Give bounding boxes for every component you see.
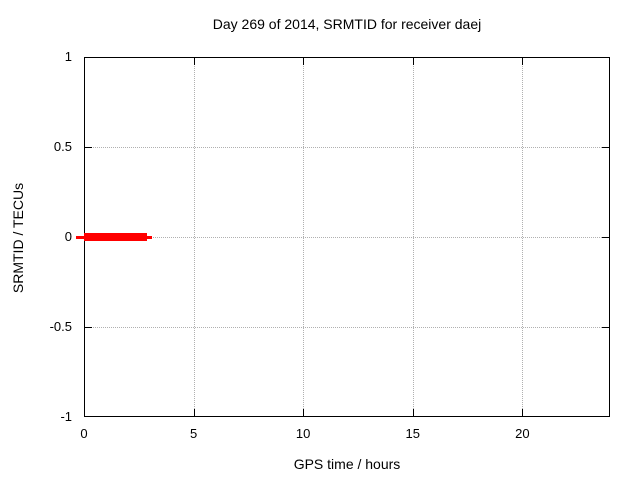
x-tick-label: 15 <box>405 426 420 441</box>
x-tick-bottom <box>412 409 414 416</box>
y-tick-label: 0 <box>64 229 72 244</box>
x-tick-label: 0 <box>80 426 88 441</box>
x-tick-bottom <box>193 409 195 416</box>
y-tick-left <box>85 327 92 328</box>
x-tick-label: 10 <box>295 426 311 441</box>
x-tick-top <box>522 58 524 65</box>
x-axis-label: GPS time / hours <box>293 456 401 472</box>
data-line-srmtid <box>84 233 147 241</box>
x-tick-bottom <box>303 409 305 416</box>
x-tick-label: 20 <box>515 426 530 441</box>
x-tick-bottom <box>522 409 524 416</box>
grid-line-horizontal <box>84 327 610 328</box>
x-tick-top <box>303 58 305 65</box>
x-tick-label: 5 <box>189 426 198 441</box>
y-tick-right <box>602 147 609 148</box>
x-tick-top <box>193 58 195 65</box>
y-tick-right <box>602 327 609 328</box>
x-tick-top <box>412 58 414 65</box>
plot-area <box>84 57 610 417</box>
y-tick-label: -1 <box>60 409 72 424</box>
grid-line-horizontal <box>84 147 610 148</box>
y-tick-right <box>602 237 609 238</box>
grid-line-horizontal <box>84 237 610 238</box>
y-tick-label: 0.5 <box>53 139 72 154</box>
y-tick-label: 1 <box>64 49 72 64</box>
chart-title: Day 269 of 2014, SRMTID for receiver dae… <box>212 16 482 32</box>
y-tick-label: -0.5 <box>49 319 72 334</box>
y-tick-left <box>85 147 92 148</box>
